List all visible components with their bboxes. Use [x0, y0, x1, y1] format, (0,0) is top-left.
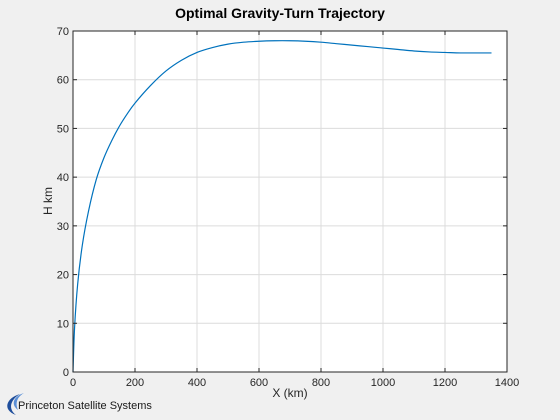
x-tick-label: 800 — [312, 377, 330, 389]
x-tick-label: 1200 — [433, 377, 457, 389]
y-tick-label: 70 — [57, 26, 69, 38]
logo: Princeton Satellite Systems — [7, 393, 152, 415]
x-tick-label: 600 — [250, 377, 268, 389]
satellite-swoosh-icon — [7, 393, 24, 415]
y-tick-label: 10 — [57, 318, 69, 330]
chart-title: Optimal Gravity-Turn Trajectory — [175, 5, 385, 21]
y-tick-label: 20 — [57, 270, 69, 282]
trajectory-line — [72, 40, 492, 373]
y-tick-label: 40 — [57, 172, 69, 184]
y-tick-label: 60 — [57, 75, 69, 87]
x-axis-label: X (km) — [272, 386, 307, 400]
y-tick-label: 30 — [57, 221, 69, 233]
plot-frame — [72, 30, 508, 373]
x-tick-label: 200 — [126, 377, 144, 389]
plot-area — [73, 31, 507, 372]
y-tick-label: 0 — [63, 367, 69, 379]
y-axis-label: H km — [41, 187, 55, 215]
y-tick-label: 50 — [57, 123, 69, 135]
logo-text: Princeton Satellite Systems — [18, 400, 152, 412]
x-tick-label: 1000 — [371, 377, 395, 389]
x-tick-label: 400 — [188, 377, 206, 389]
grid — [72, 30, 508, 373]
x-tick-label: 1400 — [495, 377, 519, 389]
ticks: 0 200 400 600 800 1000 1200 1400 0 10 20 30 40 50 60 70 — [57, 26, 519, 389]
series-layer — [72, 40, 492, 373]
x-tick-label: 0 — [70, 377, 76, 389]
